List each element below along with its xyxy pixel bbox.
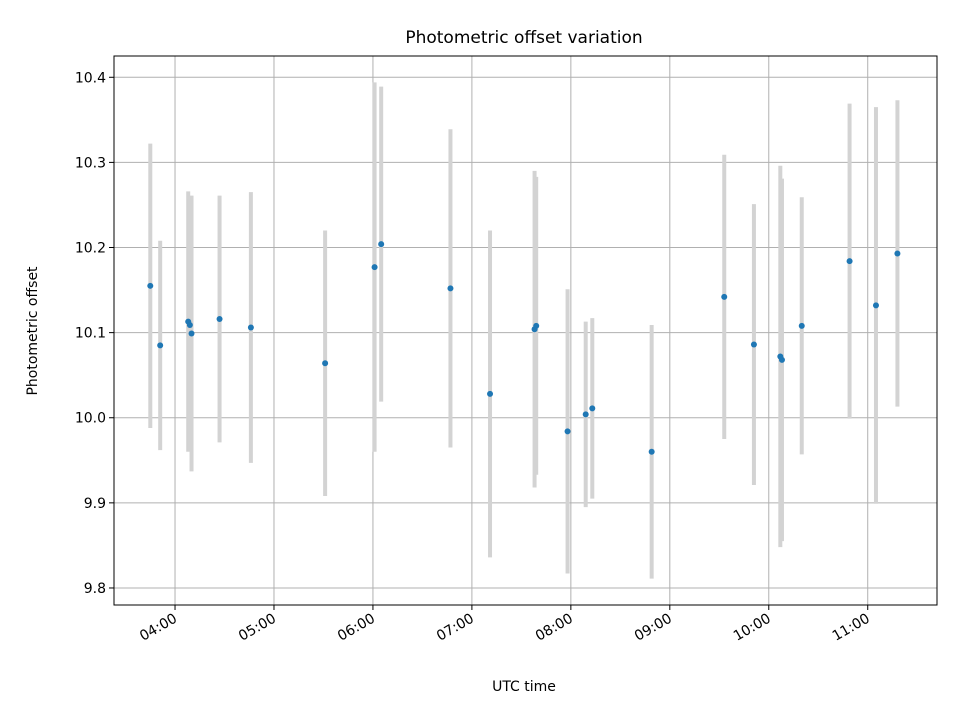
data-point xyxy=(533,322,540,329)
y-axis: 9.8 9.9 10.0 10.1 10.2 10.3 10.4 xyxy=(75,70,114,597)
y-axis-label: Photometric offset xyxy=(25,266,41,396)
x-tick-label: 11:00 xyxy=(830,611,873,645)
data-point xyxy=(188,330,195,337)
data-point xyxy=(582,411,589,418)
x-tick-label: 10:00 xyxy=(731,611,774,645)
data-point xyxy=(778,356,785,363)
y-tick-label: 10.3 xyxy=(75,155,106,171)
data-point xyxy=(589,405,596,412)
data-point xyxy=(872,302,879,309)
x-tick-label: 06:00 xyxy=(335,611,378,645)
x-tick-label: 05:00 xyxy=(236,611,279,645)
x-tick-label: 04:00 xyxy=(137,611,180,645)
data-point xyxy=(846,258,853,265)
x-tick-label: 08:00 xyxy=(533,611,576,645)
x-tick-label: 09:00 xyxy=(632,611,675,645)
data-point xyxy=(894,250,901,257)
y-tick-label: 10.4 xyxy=(75,70,106,86)
grid xyxy=(114,56,937,605)
y-tick-label: 9.9 xyxy=(84,496,106,512)
y-tick-label: 10.1 xyxy=(75,326,106,342)
y-tick-label: 10.0 xyxy=(75,411,106,427)
y-tick-label: 10.2 xyxy=(75,241,106,257)
data-point xyxy=(750,341,757,348)
data-point xyxy=(216,316,223,323)
data-point xyxy=(247,324,254,331)
chart-title: Photometric offset variation xyxy=(405,28,642,48)
plot-frame xyxy=(113,55,938,606)
data-point xyxy=(721,293,728,300)
data-point xyxy=(648,448,655,455)
data-point xyxy=(157,342,164,349)
data-point xyxy=(798,322,805,329)
data-point xyxy=(322,360,329,367)
x-tick-label: 07:00 xyxy=(434,611,477,645)
data-point xyxy=(487,390,494,397)
data-point xyxy=(564,428,571,435)
x-axis: 04:00 05:00 06:00 07:00 08:00 09:00 10:00 11:00 xyxy=(137,605,873,645)
data-point xyxy=(447,285,454,292)
data-point xyxy=(378,241,385,248)
error-bars xyxy=(148,82,900,579)
data-point xyxy=(147,282,154,289)
x-axis-label: UTC time xyxy=(492,679,556,695)
y-tick-label: 9.8 xyxy=(84,581,106,597)
data-points xyxy=(147,241,901,455)
data-point xyxy=(186,321,193,328)
data-point xyxy=(371,264,378,271)
